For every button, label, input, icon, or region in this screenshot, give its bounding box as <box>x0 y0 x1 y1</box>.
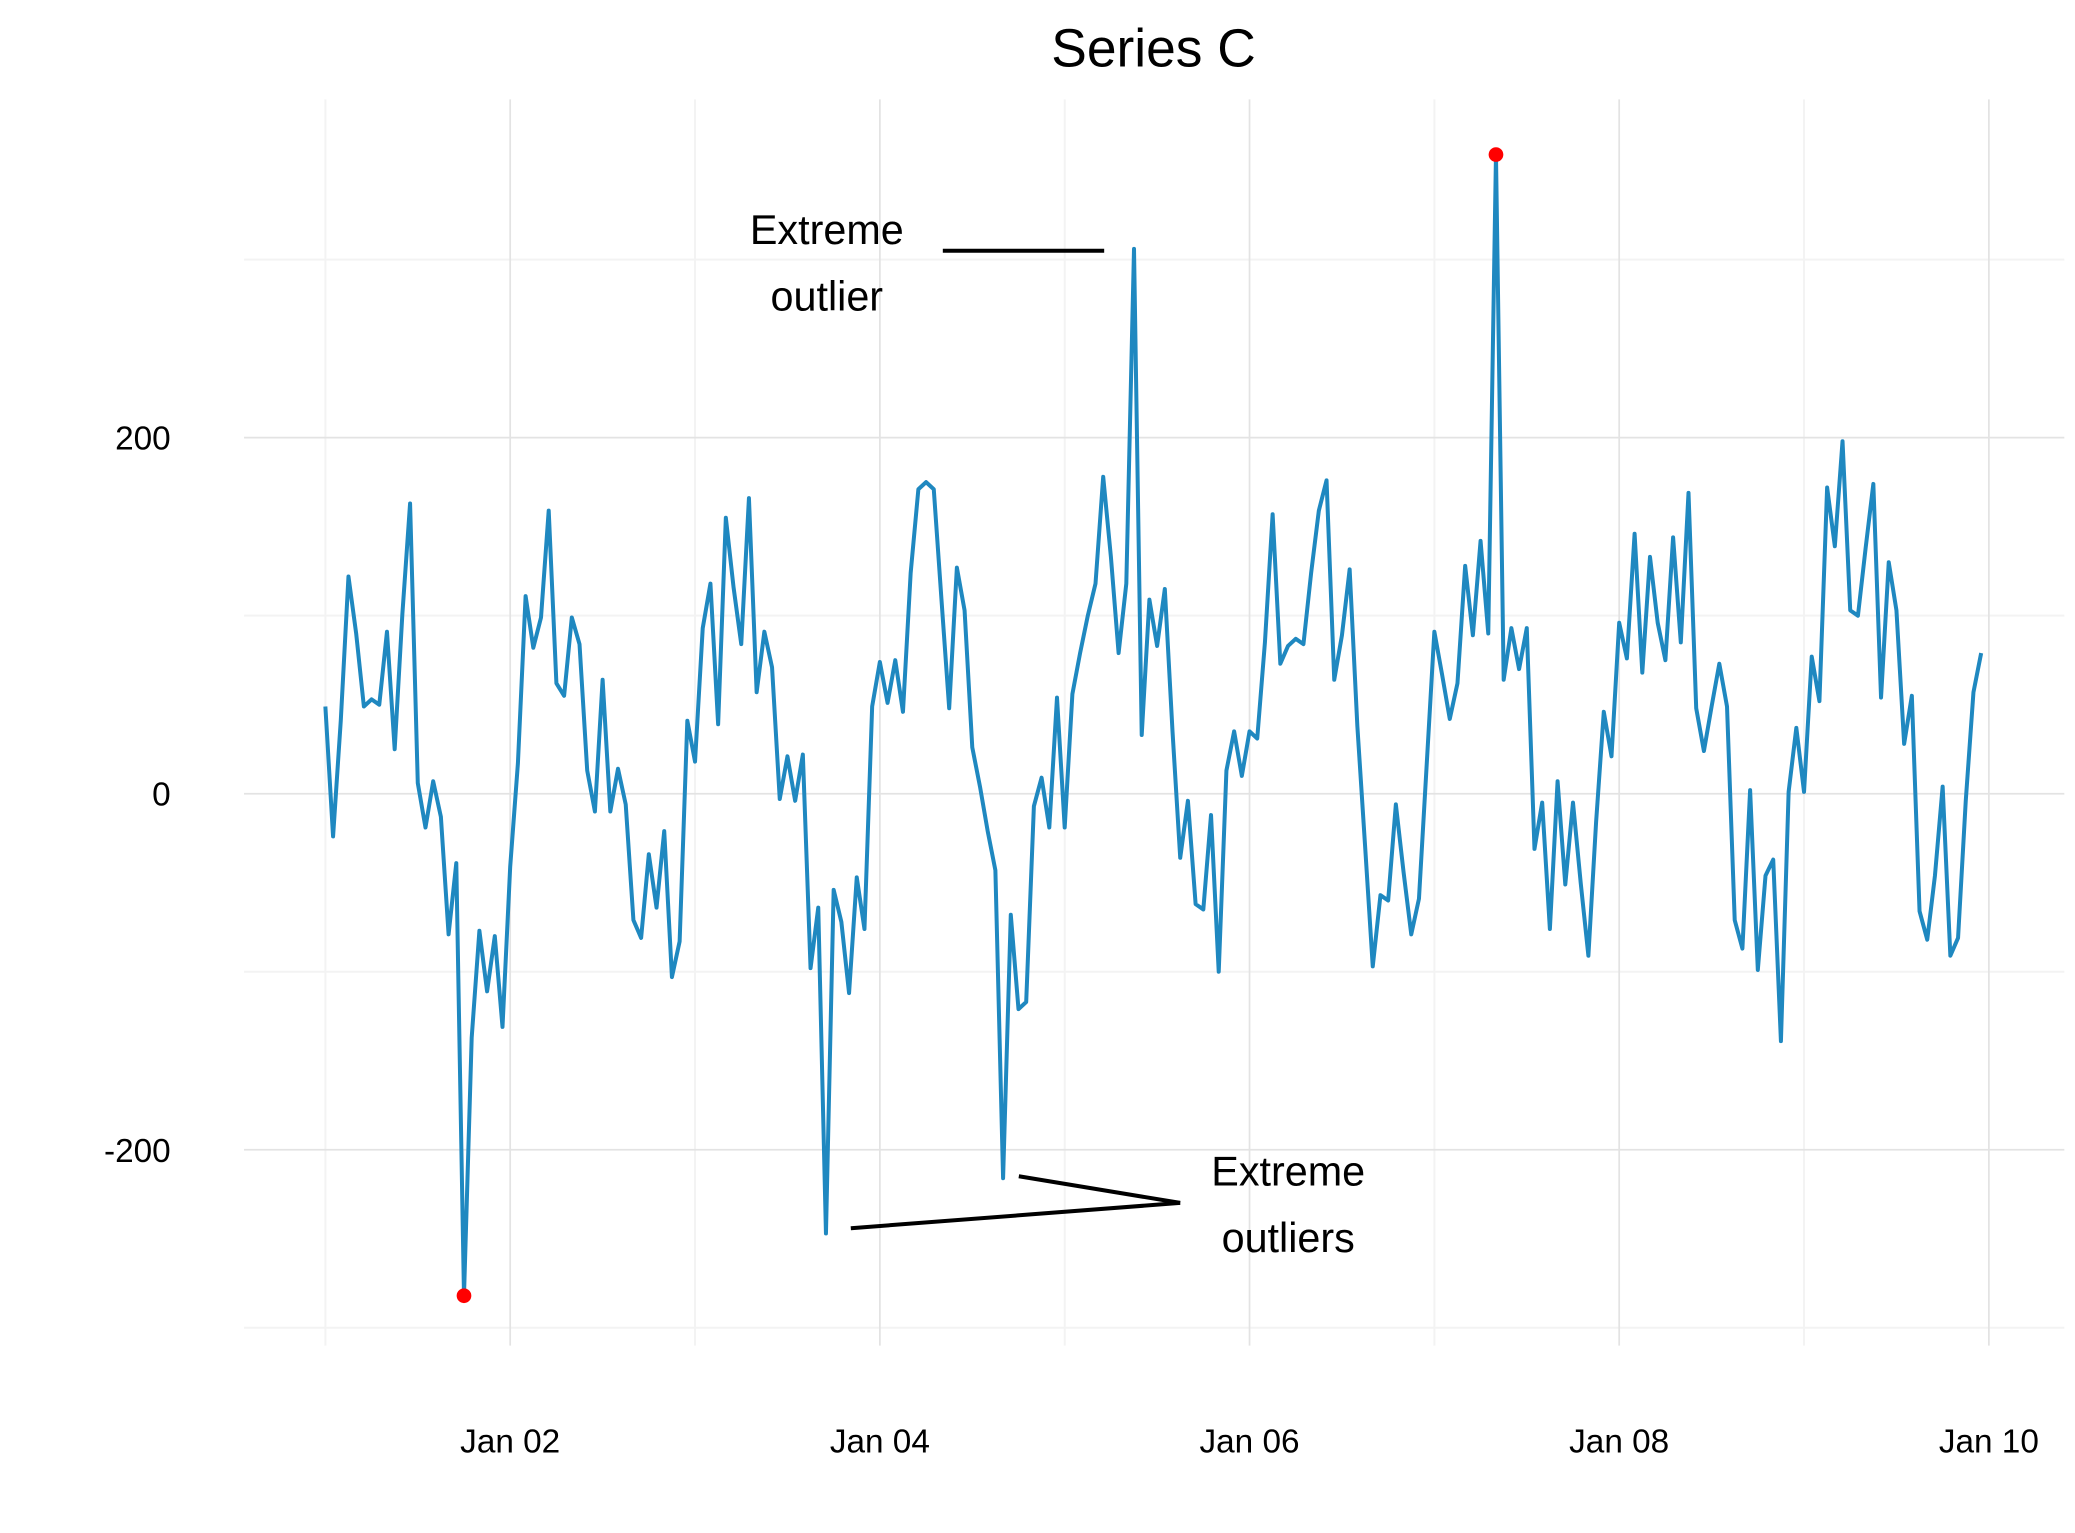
extreme-point <box>456 1288 472 1304</box>
chart-title: Series C <box>1051 20 1256 79</box>
x-tick-label: Jan 02 <box>460 1423 560 1460</box>
annotation-text: Extreme <box>750 207 904 253</box>
data-line <box>323 152 1984 1298</box>
annotation-text: outliers <box>1222 1215 1355 1261</box>
annotation-line <box>1018 1174 1181 1205</box>
x-tick-label: Jan 06 <box>1199 1423 1299 1460</box>
annotation-text: outlier <box>771 274 884 320</box>
extreme-point <box>1488 147 1504 162</box>
y-tick-label: 200 <box>115 421 171 458</box>
x-tick-label: Jan 10 <box>1939 1423 2039 1460</box>
y-tick-label: 0 <box>152 777 171 814</box>
x-tick-label: Jan 08 <box>1569 1423 1669 1460</box>
y-tick-label: -200 <box>104 1133 171 1170</box>
annotation-line <box>850 1200 1181 1231</box>
x-tick-label: Jan 04 <box>830 1423 930 1460</box>
annotation-text: Extreme <box>1211 1149 1365 1195</box>
